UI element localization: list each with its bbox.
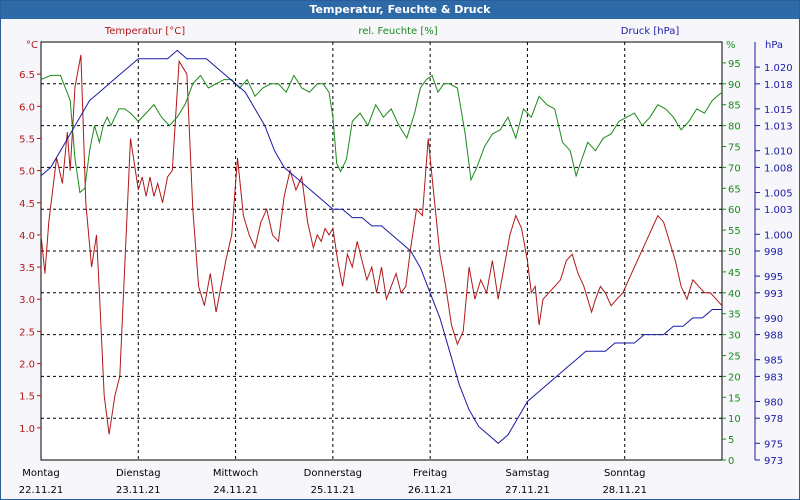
- pressure-tick-label: 993: [764, 289, 783, 300]
- date-label: 23.11.21: [116, 485, 161, 496]
- pressure-series-line: [40, 49, 722, 444]
- pressure-tick-label: 1.010: [764, 147, 793, 158]
- pressure-tick-label: 978: [764, 414, 783, 425]
- temperature-tick-label: 5.0: [19, 167, 35, 178]
- day-label: Donnerstag: [304, 468, 362, 479]
- day-label: Sonntag: [604, 468, 646, 479]
- temperature-tick-label: 2.5: [19, 327, 35, 338]
- humidity-tick-label: 75: [728, 143, 741, 154]
- temperature-tick-label: 6.0: [19, 102, 35, 113]
- humidity-tick-label: 30: [728, 331, 741, 342]
- date-label: 28.11.21: [602, 485, 647, 496]
- pressure-unit: hPa: [765, 40, 783, 51]
- humidity-tick-label: 15: [728, 393, 741, 404]
- humidity-tick-label: 65: [728, 184, 741, 195]
- pressure-tick-label: 975: [764, 439, 783, 450]
- pressure-tick-label: 1.003: [764, 205, 793, 216]
- day-label: Samstag: [506, 468, 550, 479]
- humidity-tick-label: 5: [728, 435, 734, 446]
- humidity-tick-label: 80: [728, 122, 741, 133]
- humidity-series-line: [40, 74, 723, 194]
- humidity-tick-label: 50: [728, 247, 741, 258]
- humidity-unit: %: [726, 40, 736, 51]
- pressure-tick-label: 980: [764, 397, 783, 408]
- temperature-tick-label: 3.0: [19, 295, 35, 306]
- humidity-tick-label: 55: [728, 226, 741, 237]
- temperature-tick-label: 3.5: [19, 263, 35, 274]
- temperature-axis-title: Temperatur [°C]: [104, 26, 185, 37]
- pressure-tick-label: 985: [764, 356, 783, 367]
- humidity-tick-label: 35: [728, 310, 741, 321]
- date-label: 24.11.21: [213, 485, 258, 496]
- date-label: 26.11.21: [408, 485, 453, 496]
- pressure-tick-label: 1.020: [764, 63, 793, 74]
- humidity-tick-label: 25: [728, 352, 741, 363]
- humidity-tick-label: 40: [728, 289, 741, 300]
- humidity-tick-label: 90: [728, 80, 741, 91]
- humidity-axis-title: rel. Feuchte [%]: [358, 26, 437, 37]
- pressure-tick-label: 1.008: [764, 163, 793, 174]
- day-label: Mittwoch: [213, 468, 258, 479]
- date-label: 22.11.21: [19, 485, 64, 496]
- temperature-tick-label: 6.5: [19, 70, 35, 81]
- date-label: 25.11.21: [311, 485, 356, 496]
- humidity-tick-label: 20: [728, 372, 741, 383]
- humidity-tick-label: 95: [728, 59, 741, 70]
- humidity-tick-label: 60: [728, 205, 741, 216]
- pressure-tick-label: 973: [764, 456, 783, 467]
- humidity-tick-label: 85: [728, 101, 741, 112]
- humidity-tick-label: 0: [728, 456, 734, 467]
- temperature-tick-label: 5.5: [19, 134, 35, 145]
- humidity-tick-label: 70: [728, 163, 741, 174]
- temperature-tick-label: 4.0: [19, 231, 35, 242]
- day-label: Dienstag: [116, 468, 161, 479]
- pressure-tick-label: 1.000: [764, 230, 793, 241]
- pressure-tick-label: 1.005: [764, 188, 793, 199]
- pressure-tick-label: 1.015: [764, 105, 793, 116]
- humidity-tick-label: 45: [728, 268, 741, 279]
- temperature-tick-label: 1.5: [19, 392, 35, 403]
- temperature-unit: °C: [26, 40, 38, 51]
- pressure-tick-label: 990: [764, 314, 783, 325]
- temperature-series-line: [40, 54, 723, 435]
- temperature-tick-label: 2.0: [19, 360, 35, 371]
- temperature-tick-label: 1.0: [19, 424, 35, 435]
- temperature-tick-label: 4.5: [19, 199, 35, 210]
- pressure-tick-label: 988: [764, 331, 783, 342]
- pressure-axis-title: Druck [hPa]: [621, 26, 680, 37]
- day-label: Freitag: [413, 468, 447, 479]
- day-label: Montag: [22, 468, 59, 479]
- humidity-tick-label: 10: [728, 414, 741, 425]
- pressure-tick-label: 998: [764, 247, 783, 258]
- pressure-tick-label: 983: [764, 372, 783, 383]
- pressure-tick-label: 1.013: [764, 122, 793, 133]
- pressure-tick-label: 1.018: [764, 80, 793, 91]
- pressure-tick-label: 995: [764, 272, 783, 283]
- window-title: Temperatur, Feuchte & Druck: [1, 1, 799, 19]
- date-label: 27.11.21: [505, 485, 550, 496]
